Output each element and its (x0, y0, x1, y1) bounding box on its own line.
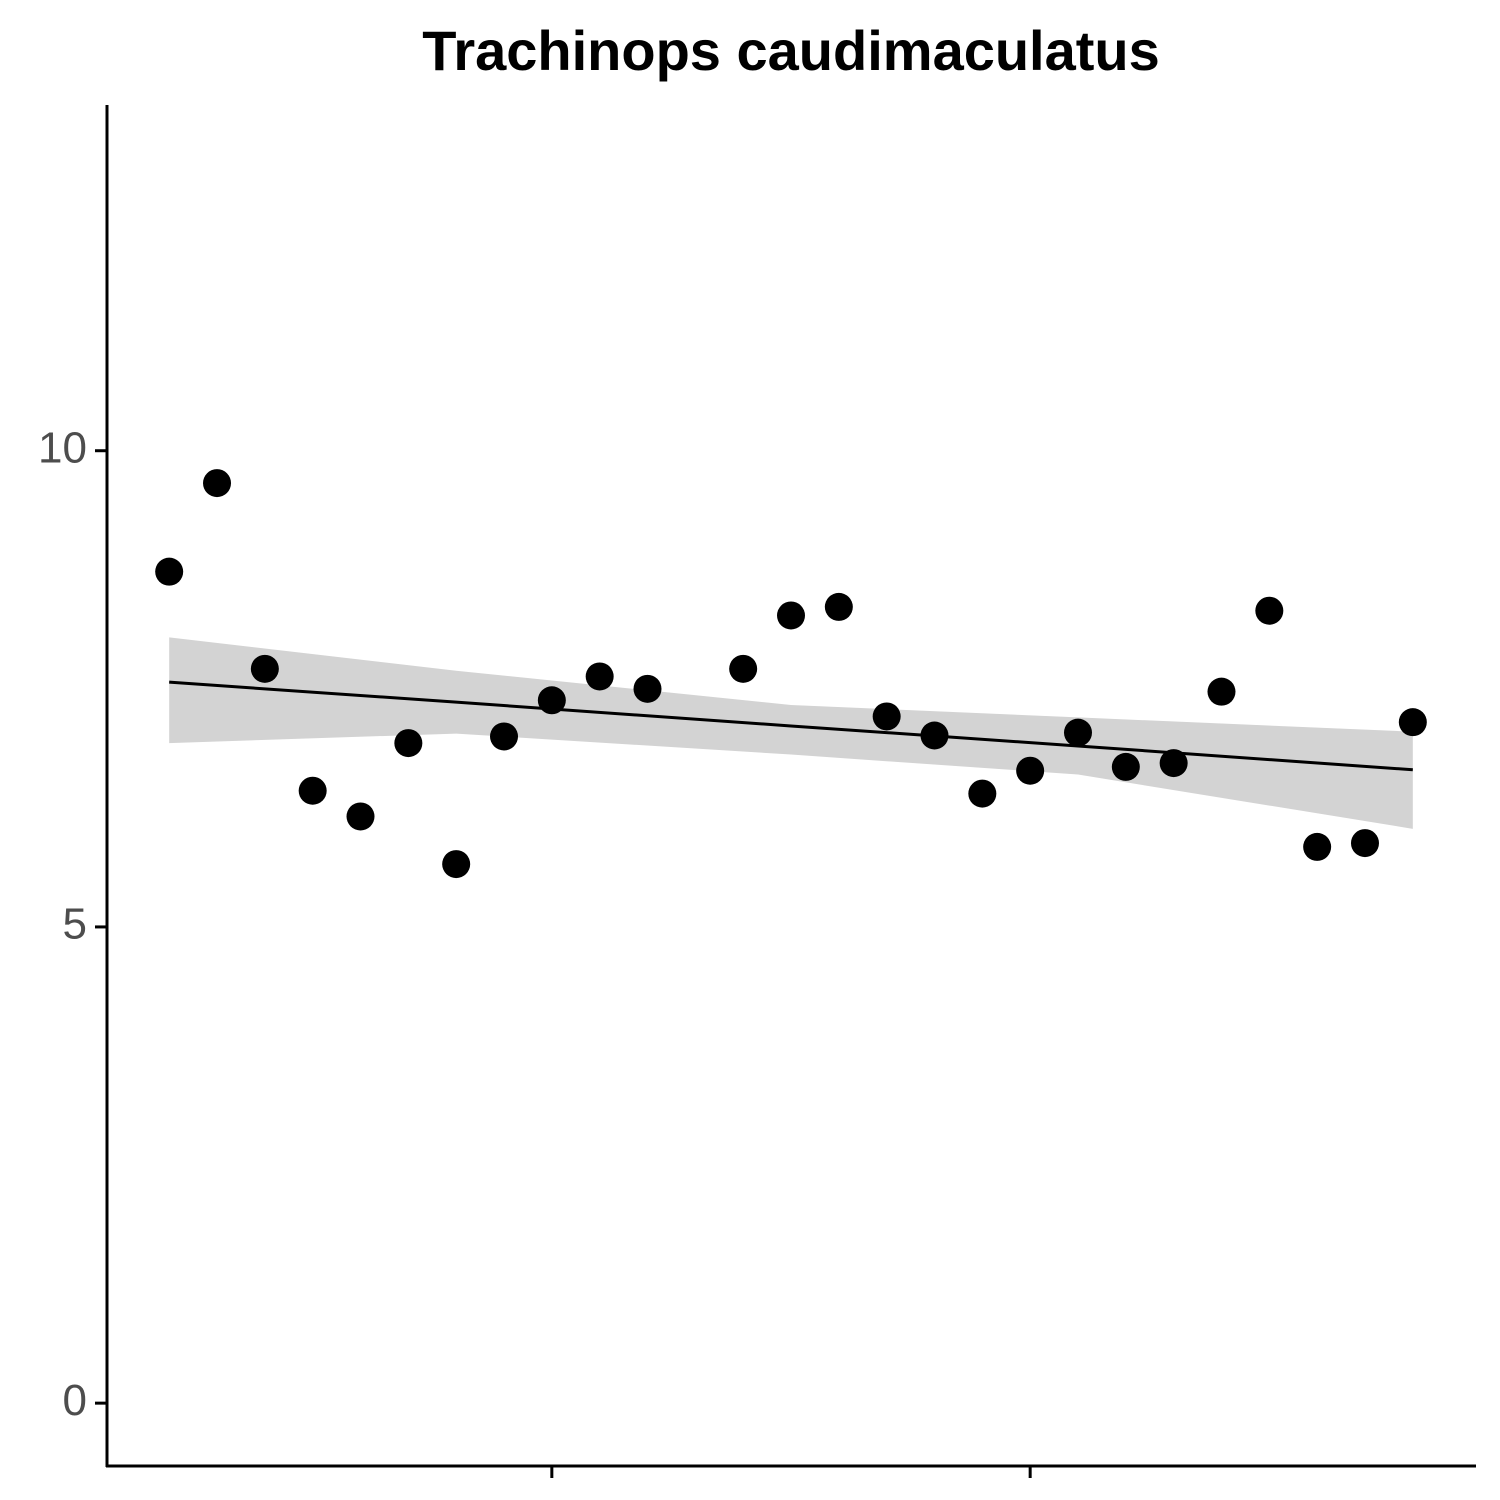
chart-title: Trachinops caudimaculatus (422, 19, 1160, 82)
point (777, 601, 805, 630)
point (1063, 718, 1092, 747)
y-tick-label: 10 (38, 423, 87, 472)
point (250, 654, 279, 683)
point (1255, 596, 1284, 625)
point (394, 729, 423, 758)
point (872, 702, 901, 731)
point (442, 850, 471, 879)
point (203, 469, 232, 498)
point (1350, 829, 1379, 858)
point (920, 721, 949, 750)
point (824, 592, 853, 621)
point (1111, 752, 1140, 781)
point (155, 557, 184, 586)
point (1398, 708, 1427, 737)
point (298, 776, 327, 805)
fit-line (169, 680, 1413, 772)
point (729, 654, 758, 683)
point (1016, 756, 1045, 785)
point (346, 802, 375, 831)
point (585, 662, 614, 691)
point (968, 779, 997, 808)
confidence-band (169, 637, 1413, 829)
point (537, 686, 566, 715)
point (1303, 832, 1332, 861)
point (633, 674, 662, 703)
point (1207, 677, 1236, 706)
y-tick-label: 0 (63, 1376, 87, 1425)
point (490, 722, 519, 751)
y-tick-label: 5 (63, 900, 87, 949)
point (1159, 749, 1188, 778)
